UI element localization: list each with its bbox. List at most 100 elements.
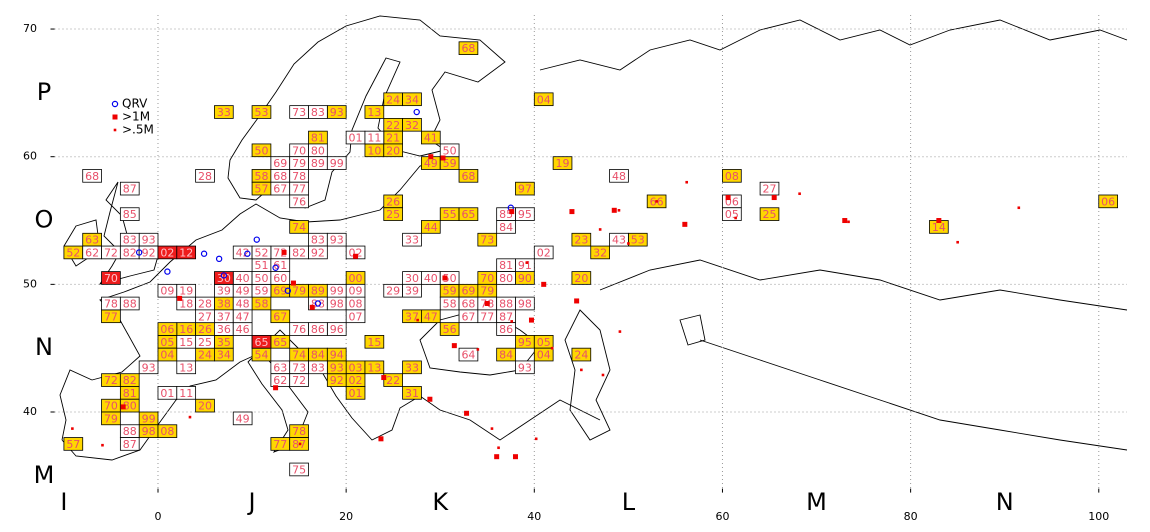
locator-label: 02 xyxy=(160,246,174,259)
locator-label: 28 xyxy=(198,298,212,311)
locator-square xyxy=(496,347,516,362)
marker xyxy=(618,330,622,333)
field-letter-x: K xyxy=(432,488,449,516)
marker xyxy=(442,275,448,281)
marker xyxy=(215,255,223,263)
locator-label: 73 xyxy=(292,106,306,119)
coast-arctic xyxy=(539,19,1128,71)
locator-square xyxy=(421,220,441,234)
locator-label: 48 xyxy=(236,298,250,311)
locator-square xyxy=(458,169,479,183)
locator-square xyxy=(119,207,140,221)
locator-square xyxy=(496,271,516,285)
locator-label: 06 xyxy=(160,323,174,336)
locator-square xyxy=(270,309,291,324)
marker xyxy=(771,195,777,201)
locator-label: 84 xyxy=(499,221,513,234)
locator-label: 83 xyxy=(311,234,325,247)
locator-label: 22 xyxy=(386,119,400,132)
locator-label: 63 xyxy=(273,361,287,374)
locator-square xyxy=(251,143,272,158)
locator-label: 05 xyxy=(537,336,551,349)
locator-label: 13 xyxy=(367,106,381,119)
locator-label: 80 xyxy=(499,272,513,285)
locator-label: 03 xyxy=(349,361,363,374)
locator-label: 69 xyxy=(461,285,475,298)
x-tick-label: 0 xyxy=(154,510,161,523)
locator-label: 24 xyxy=(198,349,212,362)
locator-label: 88 xyxy=(123,425,137,438)
locator-label: 20 xyxy=(574,272,588,285)
locator-label: 80 xyxy=(123,400,137,413)
locator-square xyxy=(345,309,366,324)
locator-label: 70 xyxy=(104,400,118,413)
marker xyxy=(601,373,605,377)
locator-square xyxy=(214,105,234,119)
locator-label: 82 xyxy=(123,374,137,387)
locator-label: 24 xyxy=(386,93,400,106)
locator-label: 76 xyxy=(292,323,306,336)
locator-square xyxy=(439,271,460,285)
legend-label: QRV xyxy=(122,97,148,111)
locator-label: 95 xyxy=(518,336,532,349)
locator-label: 92 xyxy=(142,246,156,259)
locator-square xyxy=(176,360,197,375)
locator-square xyxy=(571,347,592,362)
locator-label: 96 xyxy=(330,323,344,336)
locator-square xyxy=(157,322,178,336)
locator-label: 98 xyxy=(330,298,344,311)
locator-label: 93 xyxy=(330,106,344,119)
coastlines xyxy=(59,15,1128,461)
locator-square xyxy=(439,322,460,336)
locator-label: 48 xyxy=(612,170,626,183)
marker xyxy=(135,249,143,256)
locator-square xyxy=(326,156,347,170)
marker xyxy=(512,454,518,460)
locator-square xyxy=(421,130,441,145)
x-tick-label: 20 xyxy=(339,510,353,523)
locator-square xyxy=(364,130,385,145)
locator-label: 88 xyxy=(499,298,513,311)
locator-square xyxy=(101,271,121,285)
locator-label: 57 xyxy=(66,438,80,451)
marker xyxy=(71,427,74,430)
coast-aral xyxy=(679,314,706,346)
locator-label: 30 xyxy=(405,272,419,285)
locator-label: 93 xyxy=(330,361,344,374)
locator-label: 05 xyxy=(160,336,174,349)
y-tick-label: 50 xyxy=(23,277,37,290)
field-letter-x: M xyxy=(806,488,827,516)
locator-square xyxy=(176,386,197,400)
locator-label: 68 xyxy=(85,170,99,183)
locator-label: 69 xyxy=(273,157,287,170)
locator-label: 49 xyxy=(236,285,250,298)
marker xyxy=(188,415,192,419)
locator-label: 04 xyxy=(160,349,174,362)
locator-label: 58 xyxy=(254,170,268,183)
locator-square xyxy=(270,258,291,272)
locator-label: 68 xyxy=(461,298,475,311)
marker xyxy=(484,301,490,307)
y-tick-label: 40 xyxy=(23,405,37,418)
locator-label: 70 xyxy=(104,272,118,285)
locator-label: 57 xyxy=(254,183,268,196)
locator-label: 91 xyxy=(518,259,532,272)
locator-label: 81 xyxy=(499,259,513,272)
locator-label: 94 xyxy=(330,349,344,362)
locator-label: 38 xyxy=(217,298,231,311)
marker xyxy=(655,200,658,203)
coast-caspian xyxy=(564,309,611,441)
locator-label: 01 xyxy=(349,387,363,400)
marker xyxy=(541,281,547,287)
field-letter-x: J xyxy=(247,488,256,516)
locator-square xyxy=(533,245,554,260)
field-letter-x: N xyxy=(996,488,1014,516)
locator-square xyxy=(515,181,535,196)
locator-square xyxy=(251,245,272,260)
locator-label: 79 xyxy=(292,157,306,170)
locator-square xyxy=(364,105,385,119)
locator-square xyxy=(308,245,328,260)
locator-label: 13 xyxy=(367,361,381,374)
locator-square xyxy=(232,309,253,324)
locator-label: 04 xyxy=(537,349,551,362)
